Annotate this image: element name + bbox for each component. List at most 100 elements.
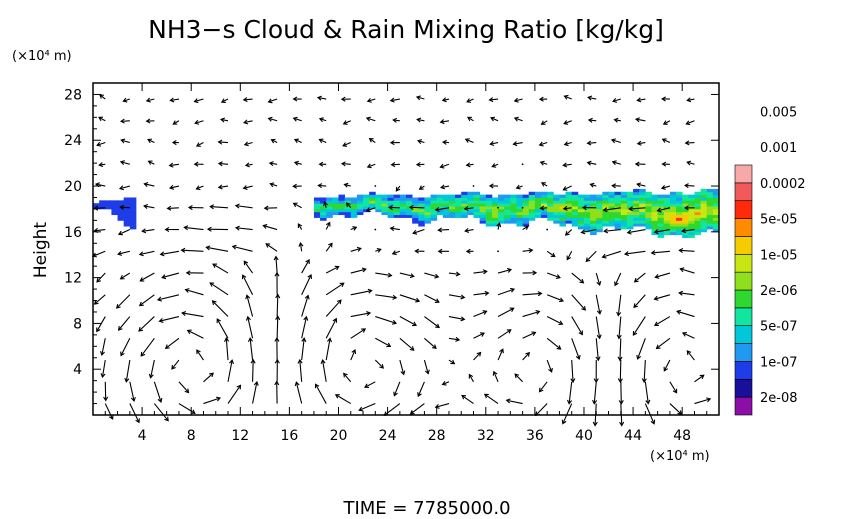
wind-vector-head [463,206,469,212]
cloud-cell [663,220,671,224]
wind-vector [129,403,140,423]
cloud-cell [712,206,720,210]
wind-vector [448,272,460,275]
wind-vector [442,381,450,386]
wind-vector [118,316,131,331]
cloud-cell [485,208,493,213]
cloud-cell [651,231,659,236]
wind-vector [614,272,622,286]
cloud-cell [620,214,628,218]
cloud-cell [528,203,536,207]
cloud-cell [676,211,683,216]
cloud-cell [688,231,695,236]
wind-vector-head [390,162,396,168]
wind-vector [595,316,601,339]
cloud-cell [633,197,640,201]
cloud-cell [571,203,579,207]
cloud-cell [583,217,591,221]
wind-vector [369,138,376,143]
wind-vector [173,120,180,125]
cloud-cell [700,214,708,218]
cloud-cell [320,214,327,218]
cloud-cell [387,208,395,213]
wind-vector [319,139,327,144]
wind-vector [342,142,351,147]
cloud-cell [547,208,554,213]
wind-vector-head [190,409,196,414]
cloud-cell [528,217,536,221]
wind-vector [497,288,515,296]
wind-vector-head [196,349,201,355]
colorbar-swatch [734,182,753,202]
cloud-cell [583,208,591,213]
wind-vector-head [535,309,541,315]
cloud-cell [614,197,622,201]
cloud-cell [553,220,560,224]
cloud-cell [510,217,517,221]
cloud-cell [602,203,609,207]
wind-vector [120,272,131,280]
cloud-cell [498,194,505,198]
wind-vector-head [323,201,328,207]
colorbar-swatch [734,325,753,344]
cloud-cell [706,226,714,230]
wind-vector-head [612,98,618,103]
cloud-cell [657,200,665,204]
cloud-cell [565,208,573,213]
wind-vector [120,206,130,209]
wind-vector-head [460,294,466,300]
wind-vector [423,359,429,374]
wind-vector-head [408,204,414,210]
wind-vector-head [581,205,587,211]
cloud-cell [534,211,542,216]
cloud-cell [553,217,560,221]
wind-vector-head [205,245,211,251]
cloud-cell [473,194,481,198]
cloud-cell [504,206,511,210]
wind-vector [92,250,106,257]
cloud-cell [602,194,609,198]
wind-vector-head [515,184,521,190]
cloud-cell [712,217,720,221]
cloud-cell [712,220,720,224]
wind-vector-head [297,223,303,229]
cloud-cell [442,211,450,216]
cloud-cell [356,208,364,213]
cloud-cell [694,206,701,210]
wind-vector-head [538,387,544,393]
cloud-cell [436,194,444,198]
cloud-cell [479,206,487,210]
cloud-cell [418,208,425,213]
cloud-cell [596,200,603,204]
cloud-cell [448,211,456,216]
wind-vector [99,94,106,100]
wind-vector-head [211,300,217,305]
wind-vector [121,139,130,144]
cloud-cell [688,214,695,218]
wind-vector [367,163,376,168]
cloud-cell [418,203,425,207]
wind-vector-head [616,311,622,317]
x-tick-label: 4 [138,428,147,444]
cloud-cell [626,217,634,221]
wind-vector-head [119,118,125,124]
wind-vector-head [455,271,461,277]
cloud-cell [645,191,652,196]
cloud-cell [639,223,646,227]
wind-vector-head [653,229,659,235]
wind-vector-head [706,397,712,403]
wind-vector [196,142,204,147]
cloud-cell [123,211,131,216]
cloud-cell [590,226,597,230]
cloud-cell [430,206,438,210]
cloud-cell [510,194,517,198]
wind-vector [153,403,169,422]
cloud-cell [313,214,321,218]
cloud-cell [105,203,112,207]
x-axis: 4 8 12 16 20 24 28 32 36 40 44 48 [104,83,708,444]
cloud-cell [633,214,640,218]
wind-vector [269,162,278,165]
cloud-cell [639,188,646,193]
cloud-cell [485,194,493,198]
wind-vector-head [636,182,642,188]
